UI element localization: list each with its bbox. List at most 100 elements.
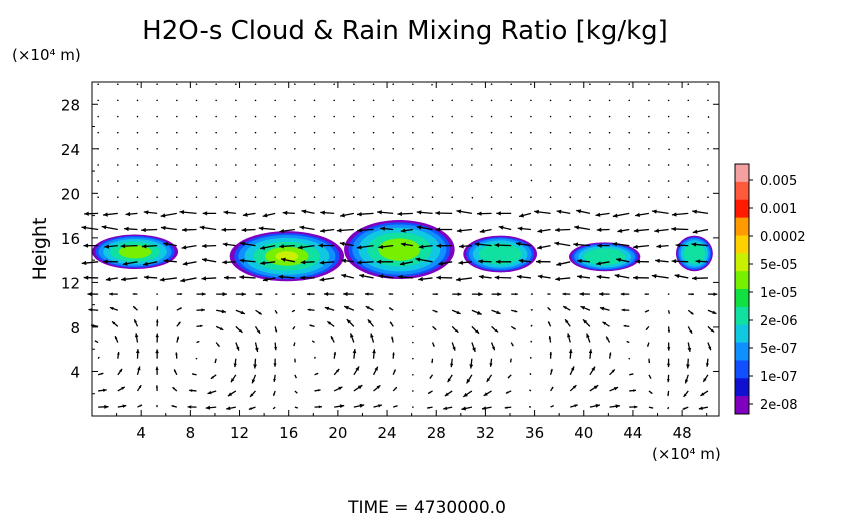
x-tick-label: 32	[476, 424, 495, 442]
wind-vector	[589, 99, 591, 102]
wind-vector	[589, 196, 591, 199]
x-tick-label: 28	[427, 424, 446, 442]
wind-vector	[447, 374, 453, 383]
wind-vector	[356, 245, 374, 250]
wind-vector	[707, 309, 717, 315]
wind-vector	[314, 372, 319, 376]
wind-vector	[667, 196, 670, 199]
wind-vector	[687, 196, 690, 199]
wind-vector	[556, 209, 571, 215]
wind-vector	[313, 164, 316, 166]
wind-vector	[88, 307, 99, 312]
wind-vector	[646, 342, 650, 347]
wind-vector	[707, 292, 718, 296]
wind-vector	[510, 325, 516, 330]
wind-vector	[210, 374, 217, 380]
wind-vector	[666, 374, 670, 383]
wind-vector	[278, 274, 295, 280]
wind-vector	[156, 404, 158, 408]
wind-vector	[117, 180, 119, 182]
wind-vector	[494, 243, 512, 248]
wind-vector	[586, 333, 591, 343]
wind-vector	[569, 131, 572, 134]
wind-vector	[155, 385, 159, 391]
wind-vector	[684, 374, 689, 384]
colorbar-segment	[735, 164, 749, 183]
wind-vector	[132, 305, 138, 311]
wind-vector	[81, 260, 99, 266]
wind-vector	[196, 308, 205, 312]
wind-vector	[372, 83, 375, 86]
wind-vector	[353, 83, 355, 86]
wind-vector	[333, 368, 340, 376]
wind-vector	[195, 196, 198, 199]
wind-vector	[171, 405, 177, 408]
wind-vector	[160, 212, 177, 218]
wind-vector	[339, 241, 354, 247]
wind-vector	[333, 351, 337, 359]
wind-vector	[136, 131, 139, 134]
wind-vector	[176, 148, 178, 150]
wind-vector	[392, 148, 395, 150]
wind-vector	[550, 404, 555, 408]
wind-vector	[333, 386, 343, 392]
wind-vector	[125, 211, 138, 217]
wind-vector	[195, 180, 198, 182]
wind-vector	[142, 261, 158, 266]
wind-vector	[569, 366, 575, 376]
wind-vector	[372, 349, 376, 359]
wind-vector	[195, 83, 198, 86]
wind-vector	[412, 115, 414, 118]
wind-vector	[254, 83, 257, 86]
wind-vector	[471, 325, 480, 335]
wind-vector	[430, 83, 434, 86]
wind-vector	[195, 115, 198, 118]
wind-vector	[412, 406, 414, 408]
wind-vector	[412, 390, 414, 392]
wind-vector	[176, 115, 178, 118]
wind-vector	[598, 291, 610, 297]
wind-vector	[235, 148, 237, 150]
wind-vector	[486, 374, 493, 383]
wind-vector	[196, 340, 200, 344]
wind-vector	[444, 390, 453, 397]
wind-vector	[429, 374, 434, 380]
wind-vector	[656, 244, 669, 249]
wind-vector	[412, 357, 414, 360]
colorbar-segment	[735, 181, 749, 201]
wind-vector	[451, 148, 454, 150]
wind-vector	[510, 196, 513, 199]
wind-vector	[156, 293, 158, 295]
wind-vector	[136, 115, 139, 118]
wind-vector	[654, 228, 669, 233]
wind-vector	[114, 335, 119, 343]
wind-vector	[707, 148, 709, 150]
wind-vector	[254, 99, 257, 102]
wind-vector	[102, 259, 118, 264]
wind-vector	[507, 374, 512, 379]
colorbar-label: 2e-08	[760, 398, 798, 413]
x-tick-label: 36	[525, 424, 544, 442]
wind-vector	[294, 115, 296, 118]
wind-vector	[141, 227, 158, 233]
wind-vector	[392, 131, 395, 134]
wind-vector	[97, 356, 100, 360]
wind-vector	[377, 210, 394, 215]
wind-vector	[239, 258, 256, 263]
wind-vector	[274, 342, 278, 351]
wind-vector	[274, 309, 278, 314]
wind-vector	[182, 261, 197, 266]
wind-vector	[136, 99, 139, 102]
wind-vector	[156, 115, 158, 118]
wind-vector	[353, 403, 365, 408]
colorbar-label: 0.0002	[760, 230, 806, 245]
wind-vector	[262, 212, 276, 218]
wind-vector	[215, 180, 217, 182]
wind-vector	[451, 196, 454, 199]
wind-vector	[215, 131, 217, 134]
wind-vector	[156, 83, 158, 86]
wind-vector	[608, 352, 612, 359]
wind-vector	[431, 115, 434, 118]
wind-vector	[569, 99, 572, 102]
wind-vector	[471, 164, 473, 166]
